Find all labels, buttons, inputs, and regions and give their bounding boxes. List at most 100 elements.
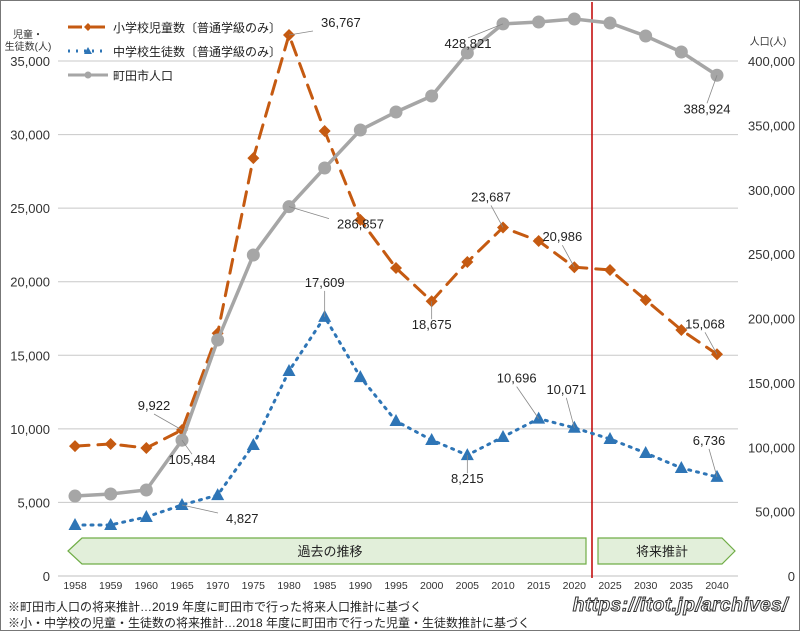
junior-high-point <box>139 509 153 522</box>
data-label-leader <box>288 30 314 36</box>
note-population: ※町田市人口の将来推計…2019 年度に町田市で行った将来人口推計に基づく <box>8 600 423 614</box>
data-label-leader <box>288 206 330 220</box>
data-label: 4,827 <box>226 511 259 526</box>
population-point <box>211 333 225 347</box>
data-label: 18,675 <box>412 317 452 332</box>
right-tick-label: 300,000 <box>748 183 795 198</box>
x-tick-label: 1960 <box>135 580 159 592</box>
x-tick-label: 1970 <box>206 580 230 592</box>
population-point <box>603 16 617 30</box>
data-label: 36,767 <box>321 15 361 30</box>
junior-high-point <box>282 364 296 377</box>
right-axis-label: 人口(人) <box>750 36 787 48</box>
population-point <box>104 487 118 501</box>
data-label: 10,696 <box>497 371 537 386</box>
junior-high-point <box>639 445 653 458</box>
left-tick-label: 35,000 <box>10 54 50 69</box>
population-point <box>425 89 439 103</box>
data-label: 6,736 <box>693 433 726 448</box>
data-label-leader <box>516 386 539 419</box>
data-label-leader <box>704 332 718 355</box>
x-tick-label: 1995 <box>384 580 408 592</box>
data-label: 10,071 <box>546 382 586 397</box>
legend-label: 町田市人口 <box>113 68 173 83</box>
elementary-point <box>140 441 153 454</box>
population-point <box>389 105 403 119</box>
junior-high-point <box>68 517 82 530</box>
elementary-point <box>104 438 117 451</box>
data-label-leader <box>490 205 504 228</box>
right-tick-label: 400,000 <box>748 54 795 69</box>
elementary-point <box>390 262 402 275</box>
legend-label: 小学校児童数〔普通学級のみ〕 <box>113 20 281 35</box>
data-label-leader <box>181 439 193 455</box>
right-tick-label: 150,000 <box>748 376 795 391</box>
data-label-leader <box>153 413 183 431</box>
legend-circle-icon <box>84 71 92 79</box>
left-tick-label: 5,000 <box>17 495 50 510</box>
legend-triangle-icon <box>84 47 92 54</box>
junior-high-point <box>211 488 225 501</box>
data-label-leader <box>565 397 575 428</box>
left-tick-label: 0 <box>43 569 50 584</box>
x-tick-label: 2025 <box>598 580 622 592</box>
junior-high-point <box>532 411 546 424</box>
x-tick-label: 1980 <box>277 580 301 592</box>
note-students: ※小・中学校の児童・生徒数の将来推計…2018 年度に町田市で行った児童・生徒数… <box>8 616 531 630</box>
data-label-leader <box>467 23 504 39</box>
junior-high-point <box>246 438 260 451</box>
elementary-point <box>532 234 545 247</box>
data-label: 17,609 <box>305 275 345 290</box>
x-tick-label: 2030 <box>634 580 658 592</box>
junior-high-point <box>496 429 510 442</box>
junior-high-point <box>674 460 688 473</box>
x-tick-label: 1990 <box>349 580 373 592</box>
data-label-leader <box>181 504 219 514</box>
x-tick-label: 1965 <box>170 580 194 592</box>
junior-high-point <box>175 497 189 510</box>
past-banner <box>67 537 587 565</box>
x-tick-label: 1975 <box>242 580 266 592</box>
elementary-point <box>639 293 652 306</box>
x-tick-label: 2000 <box>420 580 444 592</box>
elementary-point <box>247 152 260 165</box>
x-tick-label: 2015 <box>527 580 551 592</box>
x-tick-label: 1985 <box>313 580 337 592</box>
population-point <box>639 29 653 43</box>
data-label: 8,215 <box>451 471 484 486</box>
future-banner-label: 将来推計 <box>636 544 688 559</box>
elementary-point <box>69 440 81 453</box>
data-label: 105,484 <box>169 452 216 467</box>
x-tick-label: 1958 <box>63 580 87 592</box>
elementary-point <box>675 323 688 336</box>
left-tick-label: 30,000 <box>10 128 50 143</box>
data-label: 20,986 <box>542 229 582 244</box>
population-point <box>532 15 546 29</box>
right-tick-label: 0 <box>788 569 795 584</box>
elementary-point <box>318 125 331 138</box>
population-point <box>674 45 688 59</box>
left-axis-label: 児童・ <box>13 28 43 41</box>
past-banner-label: 過去の推移 <box>297 544 362 559</box>
right-tick-label: 200,000 <box>748 312 795 327</box>
elementary-point <box>461 255 474 268</box>
legend-diamond-icon <box>84 23 92 31</box>
junior-high-point <box>425 433 439 446</box>
x-tick-label: 2040 <box>705 580 729 592</box>
junior-high-point <box>353 370 367 383</box>
left-tick-label: 20,000 <box>10 275 50 290</box>
elementary-point <box>604 263 616 276</box>
data-label-leader <box>708 448 718 477</box>
right-tick-label: 100,000 <box>748 440 795 455</box>
x-tick-label: 2035 <box>670 580 694 592</box>
watermark: https://itot.jp/archives/ <box>572 595 788 617</box>
data-label: 428,821 <box>445 36 492 51</box>
junior-high-point <box>603 432 617 445</box>
population-point <box>567 12 581 26</box>
data-label: 9,922 <box>138 398 171 413</box>
future-banner <box>597 537 736 565</box>
population-point <box>353 123 367 137</box>
x-tick-label: 2010 <box>491 580 515 592</box>
x-tick-label: 2020 <box>563 580 587 592</box>
legend-label: 中学校生徒数〔普通学級のみ〕 <box>113 44 281 59</box>
